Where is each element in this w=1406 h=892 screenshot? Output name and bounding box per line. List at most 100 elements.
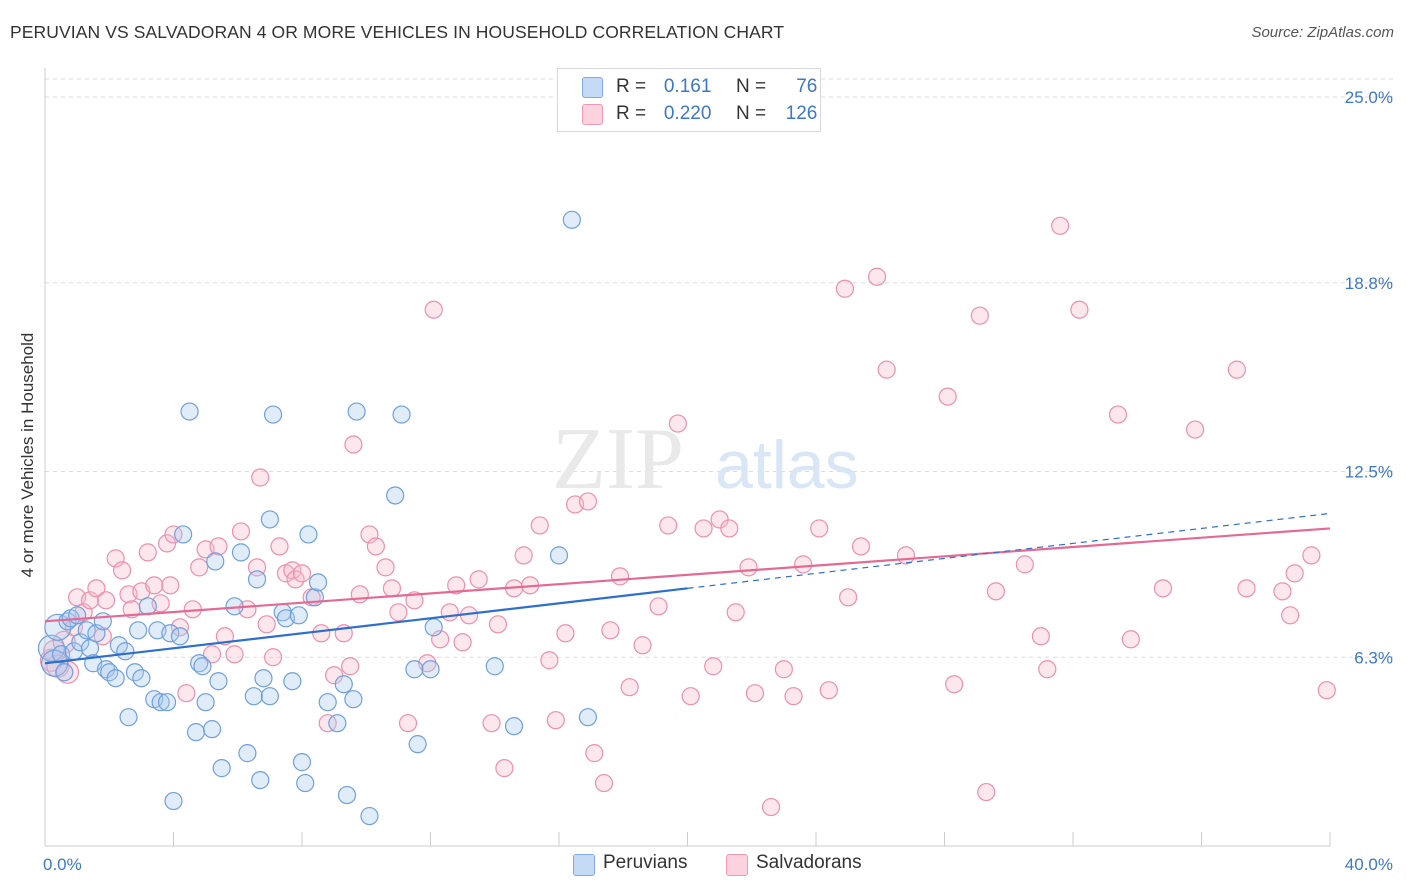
peruvians-point — [138, 597, 157, 616]
salvadorans-point — [209, 537, 228, 556]
peruvians-point — [202, 720, 222, 739]
legend-swatch-blue — [582, 77, 603, 98]
salvadorans-point — [649, 597, 668, 616]
peruvians-point — [157, 693, 177, 712]
salvadorans-point — [1237, 579, 1256, 598]
salvadorans-point — [896, 546, 916, 565]
salvadorans-point — [1227, 360, 1246, 379]
salvadorans-point — [398, 714, 418, 733]
peruvians-point — [386, 486, 405, 505]
salvadorans-point — [945, 675, 964, 694]
salvadorans-point — [1015, 555, 1034, 574]
y-tick-label: 12.5% — [1345, 463, 1393, 482]
n-label: N = — [735, 103, 767, 124]
gridlines — [45, 78, 1395, 658]
peruvians-point — [260, 510, 279, 529]
peruvians-point — [244, 687, 263, 706]
salvadorans-point — [341, 657, 360, 676]
salvadorans-point — [774, 660, 793, 679]
salvadorans-point — [112, 561, 132, 580]
salvadorans-point — [190, 558, 209, 577]
peruvians-point — [289, 606, 308, 625]
n-label: N = — [735, 76, 767, 97]
salvadorans-point — [96, 591, 116, 610]
peruvians-point — [408, 735, 427, 754]
watermark-zip: ZIP — [552, 411, 684, 508]
peruvians-point — [549, 546, 569, 565]
salvadorans-point — [704, 657, 723, 676]
peruvians-point — [80, 639, 100, 658]
legend-swatch-pink — [726, 854, 748, 876]
salvadorans-point — [851, 537, 871, 556]
salvadorans-point — [251, 468, 270, 487]
legend-label: Peruvians — [603, 852, 688, 873]
peruvians-points — [37, 210, 598, 826]
salvadorans-point — [514, 546, 533, 565]
salvadorans-point — [1285, 564, 1304, 583]
trend-lines — [44, 512, 1331, 665]
peruvians-point — [251, 770, 270, 790]
peruvians-point — [405, 660, 424, 679]
peruvians-point — [292, 753, 312, 772]
peruvians-point — [344, 690, 363, 709]
peruvians-point — [231, 543, 251, 562]
x-tick-label: 0.0% — [43, 855, 82, 874]
r-label: R = — [616, 76, 647, 97]
peruvians-point — [212, 759, 231, 778]
peruvians-point — [308, 573, 328, 592]
salvadorans-point — [540, 651, 559, 670]
y-tick-label: 25.0% — [1345, 88, 1393, 107]
salvadorans-point — [784, 687, 803, 706]
salvadorans-point — [424, 300, 443, 319]
salvadorans-point — [610, 567, 630, 586]
salvadorans-point — [1108, 405, 1128, 424]
peruvians-point — [119, 708, 138, 727]
watermark-atlas: atlas — [715, 427, 859, 503]
peruvians-point — [116, 642, 135, 661]
salvadorans-point — [835, 279, 855, 298]
salvadorans-point — [977, 782, 996, 802]
peruvians-point — [170, 627, 190, 646]
peruvians-point — [421, 660, 440, 679]
chart-title: PERUVIAN VS SALVADORAN 4 OR MORE VEHICLE… — [10, 22, 785, 42]
salvadorans-point — [681, 687, 700, 706]
salvadorans-point — [1317, 681, 1336, 700]
r-label: R = — [616, 103, 647, 124]
salvadorans-point — [986, 582, 1006, 601]
salvadorans-point — [1121, 630, 1140, 649]
n-value: 126 — [785, 103, 818, 124]
salvadorans-point — [1031, 627, 1050, 646]
peruvians-point — [424, 618, 443, 637]
legend-swatch-blue — [573, 854, 595, 876]
peruvians-point — [174, 525, 193, 544]
y-axis-label: 4 or more Vehicles in Household — [18, 332, 37, 578]
salvadorans-point — [1070, 300, 1089, 319]
salvadorans-point — [938, 387, 957, 406]
salvadorans-point — [720, 519, 739, 538]
salvadorans-point — [726, 603, 745, 622]
x-tick-label: 40.0% — [1345, 855, 1393, 874]
source-label: Source: ZipAtlas.com — [1251, 24, 1394, 41]
peruvians-point — [238, 744, 257, 763]
salvadorans-point — [202, 645, 222, 664]
salvadorans-point — [482, 714, 501, 733]
peruvians-point — [132, 669, 151, 688]
r-value: 0.161 — [663, 76, 712, 97]
peruvians-trend-extension — [687, 512, 1331, 589]
peruvians-point — [296, 773, 315, 793]
peruvians-point — [180, 402, 199, 421]
salvadorans-point — [469, 570, 488, 589]
salvadorans-point — [215, 627, 234, 646]
salvadorans-point — [270, 537, 289, 556]
peruvians-point — [318, 693, 337, 712]
salvadorans-point — [257, 615, 276, 634]
y-tick-label: 6.3% — [1354, 648, 1393, 667]
salvadorans-point — [877, 360, 896, 379]
n-value: 76 — [796, 76, 818, 97]
salvadorans-point — [366, 537, 385, 556]
salvadorans-point — [312, 624, 331, 643]
salvadorans-point — [819, 681, 838, 700]
peruvians-point — [299, 525, 318, 544]
salvadorans-point — [164, 525, 183, 544]
